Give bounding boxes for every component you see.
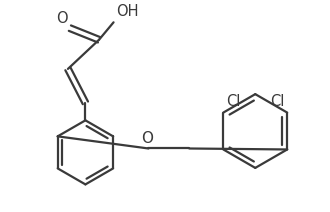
Text: Cl: Cl (270, 94, 284, 109)
Text: O: O (56, 11, 68, 26)
Text: OH: OH (116, 4, 139, 20)
Text: Cl: Cl (226, 94, 241, 109)
Text: O: O (142, 131, 153, 146)
